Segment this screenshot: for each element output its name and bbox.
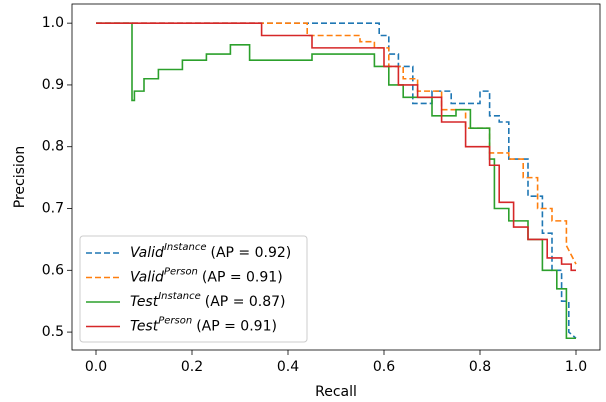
y-tick-label: 0.8: [42, 139, 64, 155]
legend-name: Valid: [130, 270, 164, 286]
x-tick-label: 1.0: [565, 359, 587, 375]
y-tick-label: 0.7: [42, 201, 64, 217]
legend-label: ValidPerson (AP = 0.91): [130, 267, 283, 286]
y-tick-label: 0.9: [42, 77, 64, 93]
y-tick-label: 0.6: [42, 262, 64, 278]
legend-name: Test: [130, 319, 159, 335]
legend-suffix: (AP = 0.91): [196, 319, 277, 335]
x-tick-label: 0.8: [469, 359, 491, 375]
legend-label: ValidInstance (AP = 0.92): [130, 242, 291, 261]
legend-suffix: (AP = 0.92): [210, 245, 291, 261]
legend-label: TestPerson (AP = 0.91): [130, 316, 277, 335]
legend-name: Test: [130, 294, 159, 310]
x-tick-label: 0.4: [277, 359, 299, 375]
legend-name: Valid: [130, 245, 164, 261]
x-tick-label: 0.0: [85, 359, 107, 375]
pr-curve: [96, 22, 577, 265]
x-tick-label: 0.2: [181, 359, 203, 375]
legend-name-sup: Person: [164, 267, 198, 278]
legend-suffix: (AP = 0.91): [202, 270, 283, 286]
legend-label: TestInstance (AP = 0.87): [130, 291, 286, 310]
plot-frame: [71, 3, 601, 351]
y-tick-label: 0.5: [42, 324, 64, 340]
x-tick-label: 0.6: [373, 359, 395, 375]
y-axis-label: Precision: [12, 146, 28, 208]
legend-name-sup: Person: [158, 316, 192, 327]
legend: ValidInstance (AP = 0.92)ValidPerson (AP =…: [79, 235, 308, 343]
legend-name-sup: Instance: [158, 291, 201, 302]
x-axis-label: Recall: [315, 384, 357, 400]
y-tick-label: 1.0: [42, 15, 64, 31]
pr-curve: [96, 22, 577, 339]
legend-suffix: (AP = 0.87): [205, 294, 286, 310]
legend-box: [79, 235, 308, 343]
pr-curve: [96, 22, 576, 272]
legend-name-sup: Instance: [164, 242, 207, 253]
